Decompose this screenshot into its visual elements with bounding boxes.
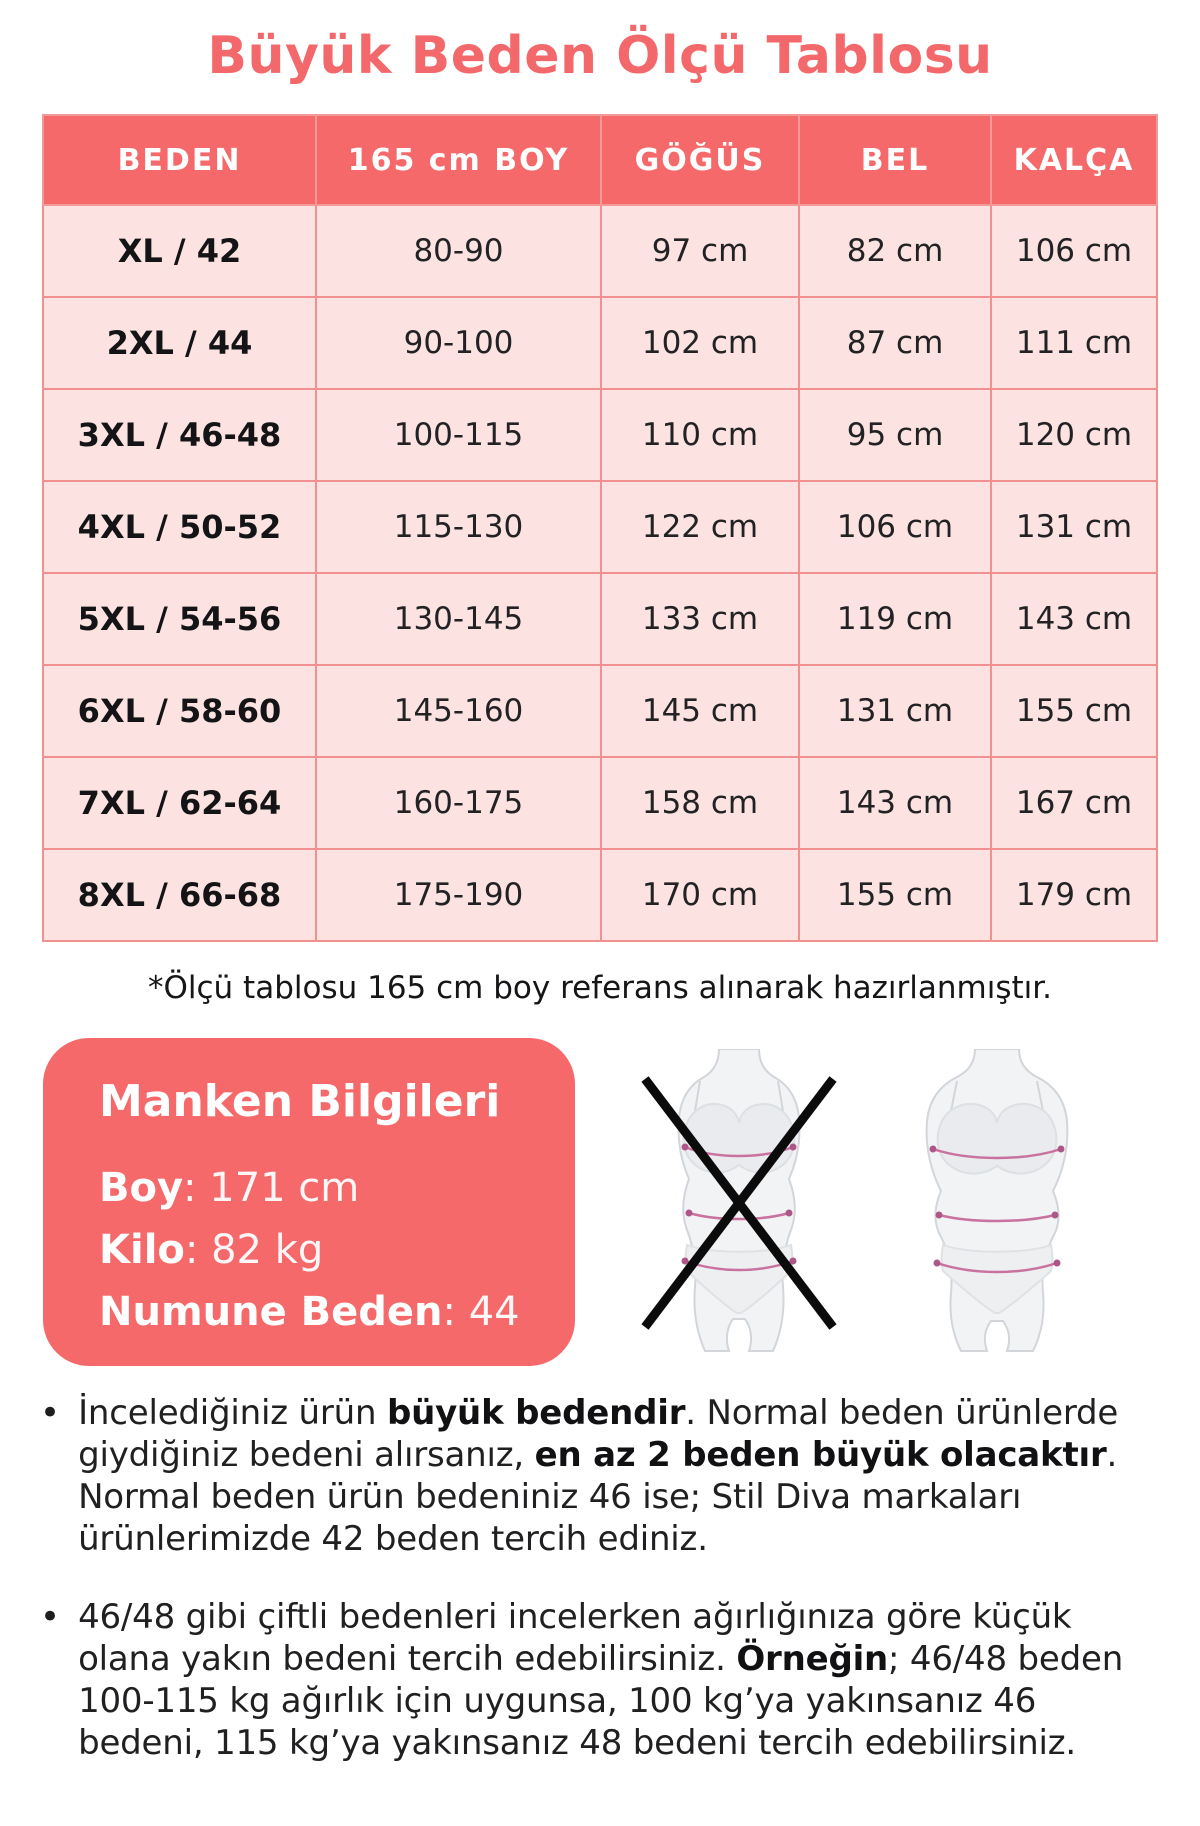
table-cell: 106 cm: [990, 204, 1158, 298]
table-row: 6XL / 58-60 145-160 145 cm 131 cm 155 cm: [42, 664, 1158, 758]
bullet-icon: •: [40, 1597, 61, 1637]
model-height-label: Boy: [99, 1165, 184, 1211]
model-weight-line: Kilo: 82 kg: [99, 1219, 547, 1281]
table-row: 3XL / 46-48 100-115 110 cm 95 cm 120 cm: [42, 388, 1158, 482]
table-cell: 8XL / 66-68: [42, 848, 317, 942]
note-item-sizing: • İncelediğiniz ürün büyük bedendir. Nor…: [40, 1392, 1158, 1560]
table-cell: 145 cm: [600, 664, 800, 758]
bullet-icon: •: [40, 1393, 61, 1433]
table-cell: 7XL / 62-64: [42, 756, 317, 850]
table-cell: 143 cm: [990, 572, 1158, 666]
table-row: XL / 42 80-90 97 cm 82 cm 106 cm: [42, 204, 1158, 298]
table-cell: 145-160: [315, 664, 602, 758]
model-info-title: Manken Bilgileri: [99, 1076, 501, 1127]
table-cell: 131 cm: [990, 480, 1158, 574]
model-weight-label: Kilo: [99, 1227, 185, 1273]
measurement-figures: [575, 1038, 1160, 1366]
size-table: BEDEN 165 cm BOY GÖĞÜS BEL KALÇA XL / 42…: [42, 114, 1158, 942]
note-segment: . Normal beden ürünlerde giydiğiniz bede…: [78, 1393, 1119, 1475]
table-cell: 110 cm: [600, 388, 800, 482]
table-cell: 6XL / 58-60: [42, 664, 317, 758]
model-weight-value: : 82 kg: [184, 1227, 324, 1273]
header-cell-boy: 165 cm BOY: [315, 114, 602, 206]
table-cell: 111 cm: [990, 296, 1158, 390]
table-cell: 82 cm: [798, 204, 992, 298]
crossed-out-slim-body-icon: [640, 1049, 837, 1352]
table-row: 7XL / 62-64 160-175 158 cm 143 cm 167 cm: [42, 756, 1158, 850]
table-row: 8XL / 66-68 175-190 170 cm 155 cm 179 cm: [42, 848, 1158, 942]
header-cell-bel: BEL: [798, 114, 992, 206]
measurement-dots: [681, 1143, 796, 1265]
table-cell: XL / 42: [42, 204, 317, 298]
table-row: 4XL / 50-52 115-130 122 cm 106 cm 131 cm: [42, 480, 1158, 574]
table-cell: 2XL / 44: [42, 296, 317, 390]
table-cell: 155 cm: [798, 848, 992, 942]
table-cell: 158 cm: [600, 756, 800, 850]
table-cell: 131 cm: [798, 664, 992, 758]
size-table-body: XL / 42 80-90 97 cm 82 cm 106 cm 2XL / 44 90-1…: [42, 204, 1158, 942]
note-text: İncelediğiniz ürün büyük bedendir. Norma…: [78, 1392, 1158, 1560]
table-cell: 115-130: [315, 480, 602, 574]
model-info-section: Manken Bilgileri Boy: 171 cm Kilo: 82 kg…: [43, 1038, 1160, 1366]
header-cell-kalca: KALÇA: [990, 114, 1158, 206]
note-item-double-sizes: • 46/48 gibi çiftli bedenleri incelerken…: [40, 1596, 1158, 1764]
header-row: BEDEN 165 cm BOY GÖĞÜS BEL KALÇA: [42, 114, 1158, 206]
note-segment: İncelediğiniz ürün: [78, 1393, 387, 1433]
plus-body-silhouette: [925, 1049, 1068, 1352]
note-segment-bold: en az 2 beden büyük olacaktır: [534, 1435, 1107, 1475]
note-segment: 46/48 gibi çiftli bedenleri incelerken a…: [78, 1597, 1072, 1679]
table-cell: 143 cm: [798, 756, 992, 850]
model-height-value: : 171 cm: [183, 1165, 360, 1211]
table-row: 2XL / 44 90-100 102 cm 87 cm 111 cm: [42, 296, 1158, 390]
plus-size-body-measurement-icon: [925, 1049, 1068, 1352]
table-cell: 97 cm: [600, 204, 800, 298]
table-cell: 80-90: [315, 204, 602, 298]
model-height-line: Boy: 171 cm: [99, 1157, 547, 1219]
table-cell: 4XL / 50-52: [42, 480, 317, 574]
table-cell: 120 cm: [990, 388, 1158, 482]
table-row: 5XL / 54-56 130-145 133 cm 119 cm 143 cm: [42, 572, 1158, 666]
table-cell: 122 cm: [600, 480, 800, 574]
model-sample-size-line: Numune Beden: 44: [99, 1281, 547, 1343]
table-cell: 155 cm: [990, 664, 1158, 758]
note-segment: . Normal beden ürün bedeniniz 46 ise; St…: [78, 1435, 1118, 1559]
page-title: Büyük Beden Ölçü Tablosu: [207, 26, 993, 86]
table-cell: 100-115: [315, 388, 602, 482]
table-cell: 175-190: [315, 848, 602, 942]
model-sample-size-value: : 44: [442, 1289, 520, 1335]
table-cell: 119 cm: [798, 572, 992, 666]
size-table-header: BEDEN 165 cm BOY GÖĞÜS BEL KALÇA: [42, 114, 1158, 206]
table-cell: 5XL / 54-56: [42, 572, 317, 666]
model-info-lines: Boy: 171 cm Kilo: 82 kg Numune Beden: 44: [99, 1157, 547, 1343]
table-cell: 3XL / 46-48: [42, 388, 317, 482]
table-cell: 102 cm: [600, 296, 800, 390]
table-cell: 167 cm: [990, 756, 1158, 850]
table-cell: 160-175: [315, 756, 602, 850]
x-mark-icon: [640, 1076, 837, 1330]
model-info-card: Manken Bilgileri Boy: 171 cm Kilo: 82 kg…: [43, 1038, 575, 1366]
table-cell: 106 cm: [798, 480, 992, 574]
note-segment-bold: büyük bedendir: [386, 1393, 686, 1433]
notes-list: • İncelediğiniz ürün büyük bedendir. Nor…: [40, 1392, 1158, 1764]
note-text: 46/48 gibi çiftli bedenleri incelerken a…: [78, 1596, 1158, 1764]
measurement-lines: [932, 1147, 1061, 1274]
table-footnote: *Ölçü tablosu 165 cm boy referans alınar…: [147, 970, 1053, 1006]
size-guide-page: Büyük Beden Ölçü Tablosu BEDEN 165 cm BO…: [0, 26, 1200, 1826]
table-cell: 87 cm: [798, 296, 992, 390]
header-cell-beden: BEDEN: [42, 114, 317, 206]
table-cell: 133 cm: [600, 572, 800, 666]
table-cell: 179 cm: [990, 848, 1158, 942]
note-segment-bold: Örneğin: [736, 1639, 889, 1679]
model-sample-size-label: Numune Beden: [99, 1289, 443, 1335]
table-cell: 170 cm: [600, 848, 800, 942]
table-cell: 95 cm: [798, 388, 992, 482]
table-cell: 130-145: [315, 572, 602, 666]
table-cell: 90-100: [315, 296, 602, 390]
note-segment: ; 46/48 beden 100-115 kg ağırlık için uy…: [78, 1639, 1124, 1763]
measurement-dots: [929, 1145, 1064, 1267]
header-cell-gogus: GÖĞÜS: [600, 114, 800, 206]
